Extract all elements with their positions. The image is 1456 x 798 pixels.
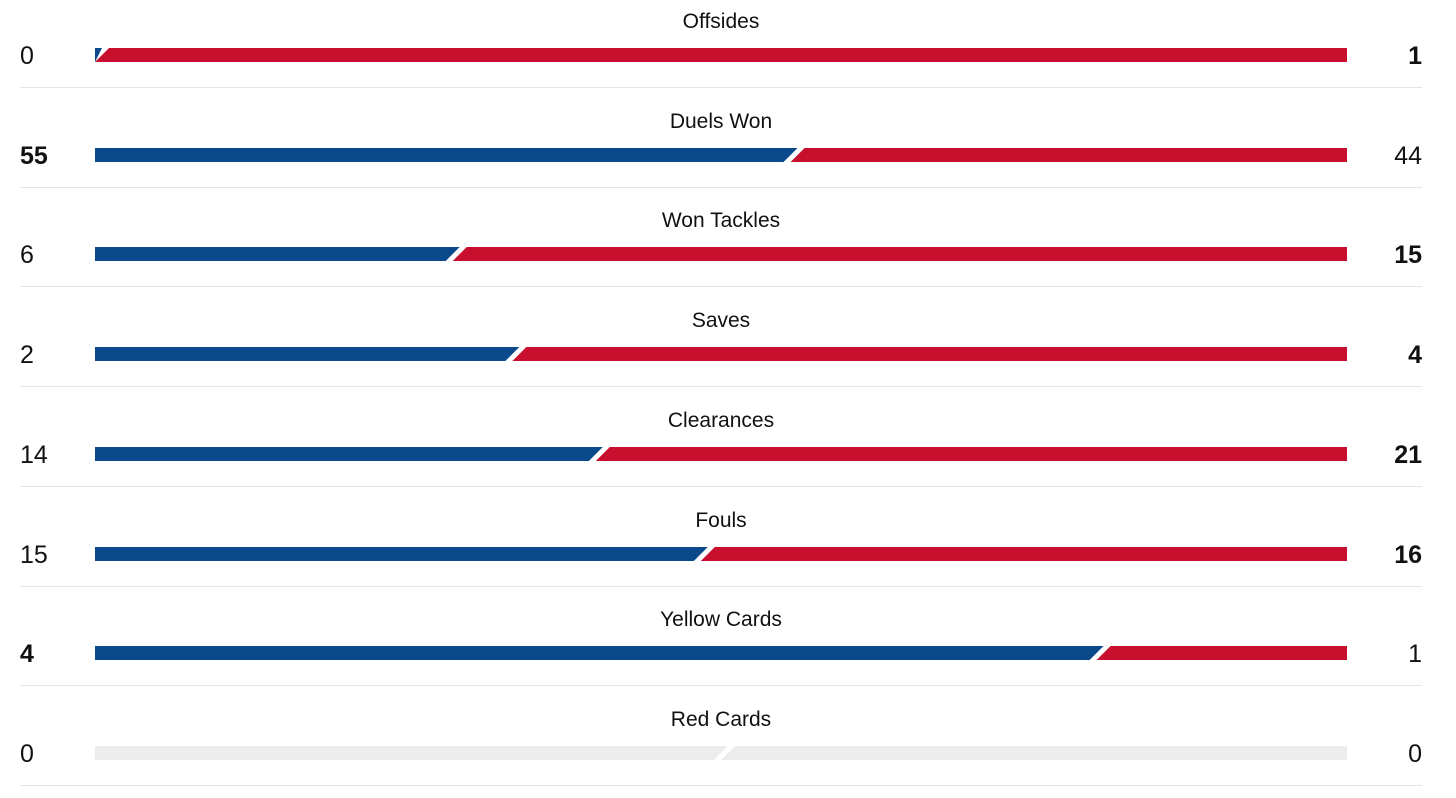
away-bar-segment (721, 745, 1347, 760)
home-bar-segment (95, 745, 728, 760)
stat-row-won-tackles: Won Tackles 6 15 (0, 199, 1456, 299)
stat-label: Offsides (682, 10, 760, 33)
comparison-bar (95, 745, 1347, 760)
stat-row-yellow-cards: Yellow Cards 4 1 (0, 598, 1456, 698)
home-value: 15 (20, 540, 48, 569)
stat-label: Yellow Cards (660, 608, 782, 632)
comparison-bar (95, 347, 1347, 362)
away-bar-segment (790, 147, 1347, 162)
stat-label: Red Cards (670, 707, 772, 731)
away-bar-segment (512, 347, 1347, 362)
stat-label: Duels Won (669, 109, 773, 133)
home-bar-segment (95, 48, 102, 62)
row-divider (20, 784, 1422, 786)
away-value: 0 (1408, 739, 1422, 768)
stat-label: Saves (691, 309, 751, 333)
comparison-bar (95, 147, 1347, 162)
row-divider (20, 286, 1422, 288)
stat-row-offsides: Offsides 0 1 (0, 0, 1456, 100)
stat-label: Fouls (695, 508, 747, 532)
row-divider (20, 585, 1422, 587)
home-value: 6 (20, 241, 34, 270)
home-value: 2 (20, 341, 34, 370)
stat-row-fouls: Fouls 15 16 (0, 499, 1456, 599)
stat-row-duels-won: Duels Won 55 44 (0, 100, 1456, 200)
away-value: 44 (1394, 141, 1422, 170)
comparison-bar (95, 48, 1347, 62)
home-bar-segment (95, 147, 798, 162)
stat-row-red-cards: Red Cards 0 0 (0, 698, 1456, 798)
away-bar-segment (700, 546, 1347, 561)
stat-label: Won Tackles (661, 209, 781, 233)
comparison-bar (95, 546, 1347, 561)
row-divider (20, 685, 1422, 687)
away-bar-segment (1096, 646, 1347, 661)
away-value: 21 (1394, 440, 1422, 469)
home-value: 0 (20, 739, 34, 768)
row-divider (20, 485, 1422, 487)
home-bar-segment (95, 347, 520, 362)
away-bar-segment (595, 446, 1347, 461)
row-divider (20, 386, 1422, 388)
home-bar-segment (95, 247, 460, 262)
stat-label: Clearances (667, 408, 775, 432)
home-bar-segment (95, 646, 1104, 661)
away-value: 4 (1408, 341, 1422, 370)
stat-row-saves: Saves 2 4 (0, 299, 1456, 399)
away-value: 15 (1394, 241, 1422, 270)
away-value: 16 (1394, 540, 1422, 569)
away-value: 1 (1408, 42, 1422, 70)
away-bar-segment (95, 48, 1347, 62)
home-bar-segment (95, 446, 603, 461)
comparison-bar (95, 247, 1347, 262)
stat-row-clearances: Clearances 14 21 (0, 399, 1456, 499)
row-divider (20, 186, 1422, 188)
home-value: 55 (20, 141, 48, 170)
away-value: 1 (1408, 640, 1422, 669)
home-value: 14 (20, 440, 48, 469)
home-bar-segment (95, 546, 708, 561)
comparison-bar (95, 446, 1347, 461)
home-value: 0 (20, 42, 34, 70)
away-bar-segment (452, 247, 1347, 262)
home-value: 4 (20, 640, 34, 669)
comparison-bar (95, 646, 1347, 661)
row-divider (20, 87, 1422, 88)
